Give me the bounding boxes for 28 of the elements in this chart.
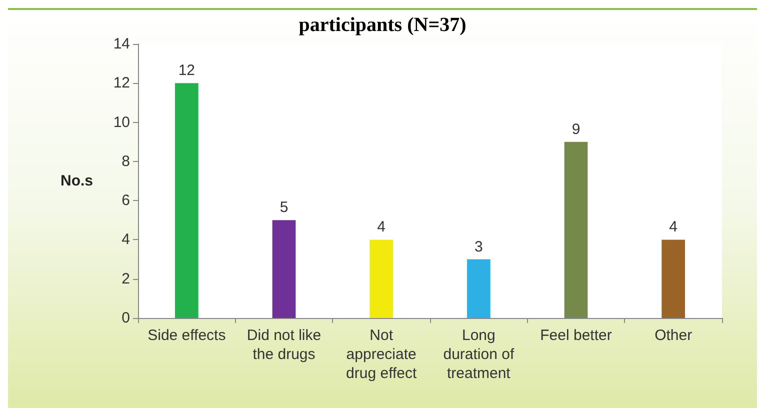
data-label: 5 (280, 199, 288, 216)
y-tick-label: 10 (113, 114, 130, 131)
x-tick-label: Long duration of treatment (443, 327, 515, 382)
y-tick-label: 0 (122, 310, 130, 326)
y-tick-label: 2 (122, 270, 130, 288)
data-label: 12 (178, 62, 196, 80)
bar (662, 240, 686, 318)
y-tick-label: 12 (113, 74, 130, 92)
y-tick-label: 4 (122, 231, 130, 248)
chart-title: participants (N=37) (298, 14, 466, 36)
bar (272, 220, 296, 318)
data-label: 9 (572, 120, 580, 138)
bar (564, 142, 588, 318)
x-tick-label: Side effects (148, 327, 226, 344)
x-tick-label: Other (654, 327, 692, 344)
bar (174, 83, 198, 318)
x-tick-label: Not appreciate drug effect (346, 327, 418, 382)
y-tick-label: 14 (113, 36, 130, 52)
y-tick-label: 8 (122, 152, 130, 170)
data-label: 4 (669, 218, 678, 236)
x-tick-label: Did not like the drugs (246, 327, 322, 363)
data-label: 4 (377, 218, 386, 236)
y-axis-title: No.s (60, 172, 93, 190)
data-label: 3 (474, 238, 483, 256)
bar (466, 259, 490, 318)
y-tick-label: 6 (122, 192, 130, 210)
bar (370, 240, 394, 318)
x-tick-label: Feel better (540, 327, 612, 344)
